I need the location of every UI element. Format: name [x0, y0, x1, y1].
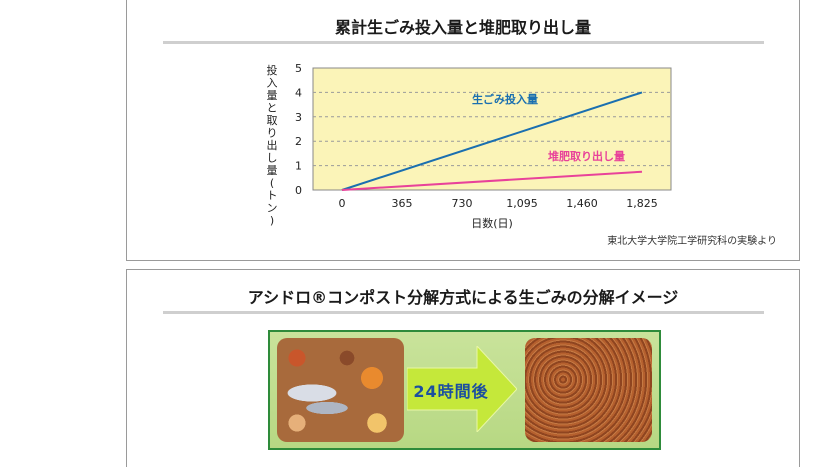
food-waste-photo: [277, 338, 404, 442]
x-tick-label: 1,825: [626, 197, 658, 210]
illustration-title: アシドロ®コンポスト分解方式による生ごみの分解イメージ: [247, 288, 679, 307]
series-label: 生ごみ投入量: [472, 92, 538, 106]
illustration-panel: アシドロ®コンポスト分解方式による生ごみの分解イメージ 24時間後: [126, 269, 800, 467]
compost-photo: [525, 338, 652, 442]
y-axis-label-char: 入: [267, 77, 278, 90]
arrow-label: 24時間後: [413, 382, 489, 401]
x-tick-label: 1,460: [566, 197, 598, 210]
source-note: 東北大学大学院工学研究科の実験より: [607, 236, 777, 247]
x-tick-labels: 0 365 730 1,095 1,460 1,825: [339, 197, 658, 210]
decomposition-illustration: 24時間後: [268, 330, 661, 450]
y-tick-labels: 0 1 2 3 4 5: [295, 62, 302, 197]
y-axis-label-char: (: [270, 177, 274, 190]
line-chart: 0 1 2 3 4 5 0 365 730 1,095 1,460 1,825 生ごみ投入量堆肥取り…: [267, 62, 672, 230]
title-divider: [163, 41, 764, 44]
y-tick-label: 0: [295, 184, 302, 197]
y-axis-label-char: ン: [267, 202, 278, 215]
x-tick-label: 1,095: [506, 197, 538, 210]
arrow-icon: 24時間後: [406, 344, 518, 434]
plot-area: [312, 67, 672, 191]
y-tick-label: 1: [295, 160, 302, 173]
y-axis-label-char: ト: [267, 189, 278, 202]
chart-panel: 累計生ごみ投入量と堆肥取り出し量 0 1 2 3 4 5 0 365 730 1,095 1,46…: [126, 0, 800, 261]
series-line: [341, 170, 643, 191]
y-axis-label-char: と: [267, 102, 278, 115]
x-tick-label: 0: [339, 197, 346, 210]
y-axis-label-char: 量: [267, 89, 278, 102]
x-tick-label: 365: [392, 197, 413, 210]
title-divider: [163, 311, 764, 314]
chart-title: 累計生ごみ投入量と堆肥取り出し量: [334, 18, 591, 37]
y-axis-label-char: ): [270, 214, 274, 227]
y-axis-label-char: し: [267, 152, 278, 165]
series-label: 堆肥取り出し量: [548, 149, 625, 163]
y-tick-label: 4: [295, 86, 302, 99]
y-axis-label-char: 出: [267, 138, 278, 152]
y-axis-label-char: 取: [267, 114, 278, 127]
y-axis-label-char: り: [267, 127, 278, 140]
series-line: [341, 91, 643, 191]
y-tick-label: 3: [295, 111, 302, 124]
y-axis-label-char: 量: [267, 164, 278, 177]
y-tick-label: 5: [295, 62, 302, 75]
x-axis-label: 日数(日): [471, 217, 513, 230]
x-tick-label: 730: [452, 197, 473, 210]
y-tick-label: 2: [295, 135, 302, 148]
y-axis-label-char: 投: [267, 63, 278, 77]
